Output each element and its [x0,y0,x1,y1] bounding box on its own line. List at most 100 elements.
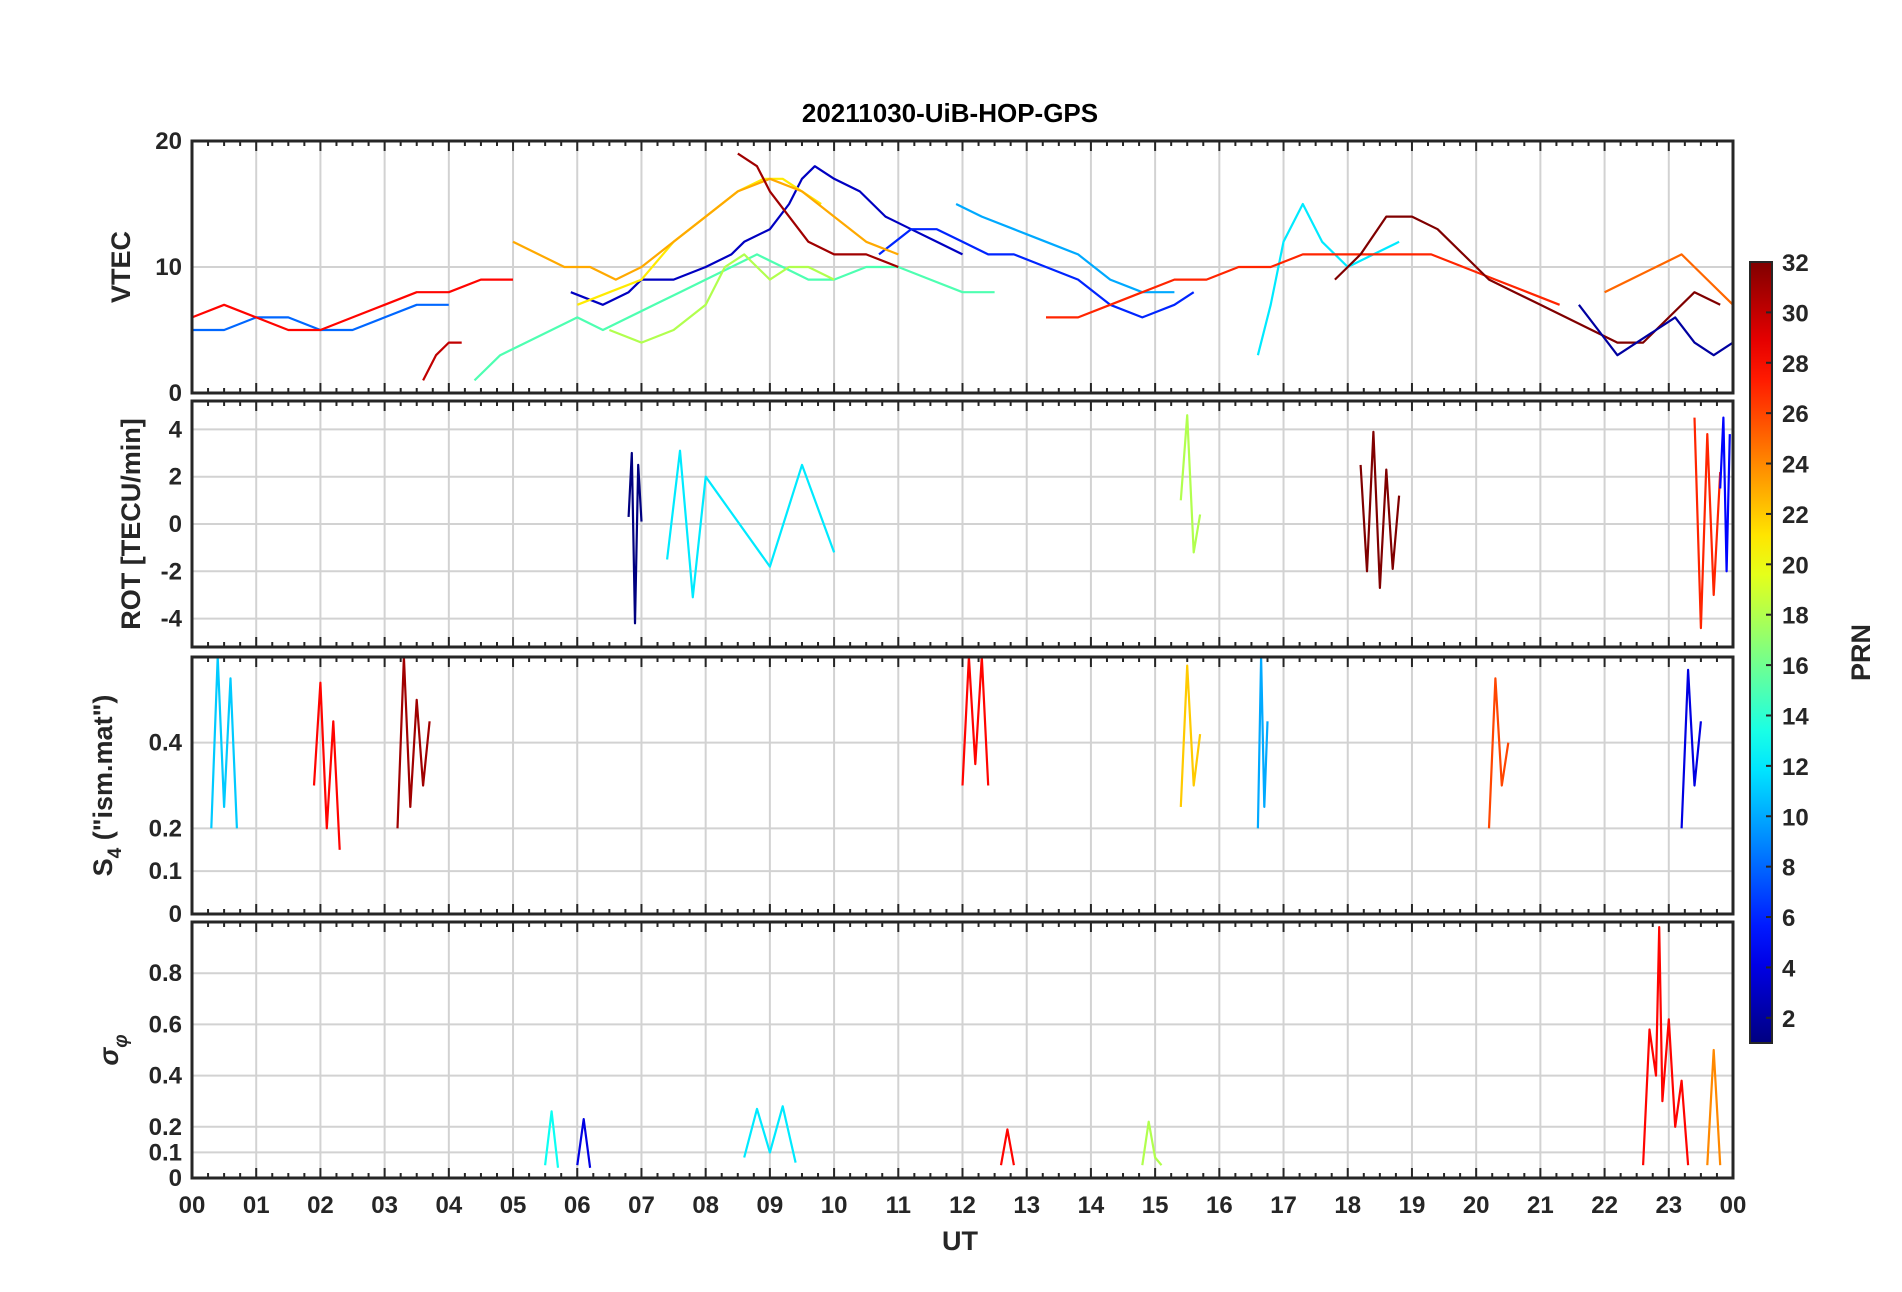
series-line-prn-4 [576,1117,592,1168]
series-line-prn-28 [999,1128,1015,1166]
y-tick-label: 0.6 [149,1011,182,1038]
x-tick-label: 14 [1078,1192,1105,1219]
x-tick-label: 22 [1591,1192,1618,1219]
y-tick-label: 4 [169,416,183,443]
series-line-prn-2 [1578,304,1733,357]
colorbar-tick-label: 4 [1782,955,1796,982]
x-tick-label: 00 [179,1192,206,1219]
panel-sigma_phi: 00.10.2 0.4 0.6 0.8 σφ [94,920,1735,1192]
series-line-prn-28 [192,278,513,332]
x-tick-label: 21 [1527,1192,1554,1219]
y-tick-label: 0.8 [149,960,182,987]
series-group [627,414,1731,630]
x-tick-label: 18 [1334,1192,1361,1219]
series-line-prn-28 [1642,925,1690,1166]
series-line-prn-21 [576,177,822,306]
series-line-prn-24 [1706,1048,1722,1166]
x-tick-label: 19 [1399,1192,1426,1219]
y-tick-label: 0.2 [149,1114,182,1141]
y-tick-label: 0.1 [149,858,182,885]
x-tick-label: 02 [307,1192,334,1219]
series-line-prn-10 [955,203,1175,294]
axes-frame [190,399,1735,649]
series-line-prn-18 [608,253,835,344]
series-line-prn-15 [473,253,995,382]
y-tick-label: 20 [155,128,182,155]
series-line-prn-27 [1693,417,1722,630]
colorbar-tick-label: 12 [1782,754,1809,781]
y-tick-label: 0 [169,1165,182,1192]
x-tick-label: 06 [564,1192,591,1219]
colorbar-tick-label: 8 [1782,855,1795,882]
series-line-prn-11 [210,657,238,829]
series-line-prn-18 [1141,1120,1163,1166]
colorbar-tick-label: 32 [1782,250,1809,277]
x-tick-label: 04 [435,1192,462,1219]
x-tick-label: 09 [757,1192,784,1219]
axes-frame [190,139,1735,395]
x-tick-label: 01 [243,1192,270,1219]
series-group [192,152,1733,382]
x-tick-labels: 00 01 02 03 04 05 06 07 08 09 10 11 12 13 14 15 16 17 18 19… [179,1192,1747,1219]
panel-s4: 0 0.1 0.2 0.4 S4 ("ism.mat") [88,655,1735,928]
colorbar-tick-label: 30 [1782,300,1809,327]
colorbar-tick-label: 2 [1782,1006,1795,1033]
axes-frame [190,920,1735,1180]
y-axis-label: S4 ("ism.mat") [88,695,126,877]
colorbar-tick-label: 20 [1782,552,1809,579]
series-line-prn-31 [737,152,899,269]
series-line-prn-27 [1046,253,1561,319]
colorbar-tick-label: 18 [1782,603,1809,630]
x-tick-label: 00 [1720,1192,1747,1219]
series-line-prn-4 [1680,668,1702,829]
x-tick-label: 03 [371,1192,398,1219]
y-tick-label: 0 [169,901,182,928]
y-axis-label: VTEC [106,231,136,303]
y-axis-label: ROT [TECU/min] [116,418,146,629]
x-tick-label: 07 [628,1192,655,1219]
series-line-prn-28 [961,657,990,786]
axes-frame [190,655,1735,916]
y-tick-label: 2 [169,464,182,491]
chart-title: 20211030-UiB-HOP-GPS [802,98,1098,128]
y-tick-label: 10 [155,254,182,281]
y-tick-label: 0.4 [149,730,183,757]
colorbar-tick-label: 26 [1782,401,1809,428]
series-line-prn-18 [1179,414,1202,554]
x-tick-label: 20 [1463,1192,1490,1219]
colorbar-tick-label: 10 [1782,804,1809,831]
x-tick-label: 15 [1142,1192,1169,1219]
x-tick-label: 23 [1655,1192,1682,1219]
x-tick-label: 17 [1270,1192,1297,1219]
series-line-prn-32 [1334,215,1721,344]
x-tick-label: 11 [886,1192,911,1219]
colorbar-tick-label: 28 [1782,351,1809,378]
series-line-prn-30 [422,341,462,381]
colorbar-tick-label: 16 [1782,653,1809,680]
series-line-prn-5 [1719,416,1731,573]
y-tick-label: 0 [169,380,182,407]
series-line-prn-26 [1487,677,1510,829]
colorbar-gradient [1749,261,1773,1044]
y-tick-label: -2 [161,558,182,585]
series-line-prn-12 [666,449,836,599]
series-line-prn-10 [1256,657,1269,829]
y-tick-label: -4 [161,606,183,633]
series-group [544,925,1722,1168]
colorbar-label: PRN [1846,624,1876,681]
series-line-prn-6 [878,228,1195,319]
series-line-prn-23 [512,177,899,281]
y-axis-label: σφ [94,1034,132,1065]
x-tick-label: 08 [692,1192,719,1219]
colorbar-tick-label: 22 [1782,502,1809,529]
x-tick-label: 05 [500,1192,527,1219]
x-tick-label: 10 [821,1192,848,1219]
series-line-prn-1 [627,451,643,625]
colorbar-tick-label: 14 [1782,703,1809,730]
series-line-prn-12 [743,1105,797,1163]
series-line-prn-25 [1604,253,1733,306]
y-tick-label: 0.2 [149,815,182,842]
y-tick-label: 0 [169,511,182,538]
